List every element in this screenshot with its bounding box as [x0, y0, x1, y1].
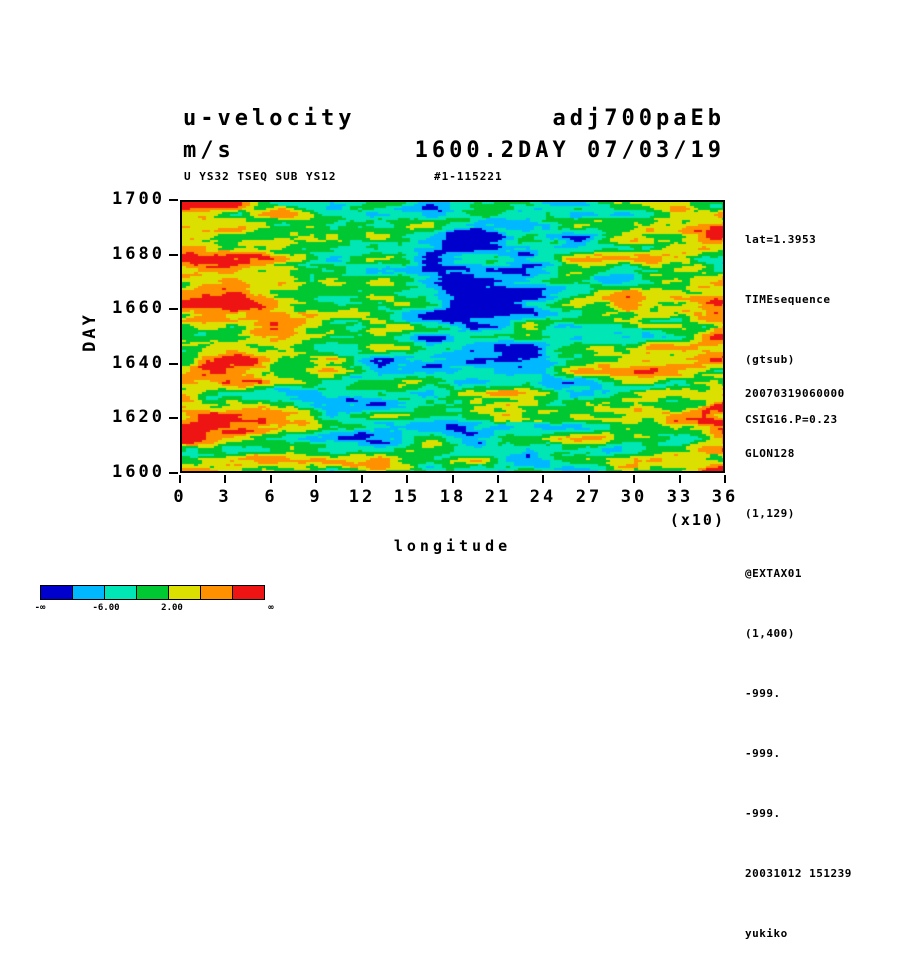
y-axis-tick-label: 1640	[112, 353, 165, 373]
y-tick-mark	[169, 472, 178, 474]
y-tick-mark	[169, 308, 178, 310]
x-tick-mark	[406, 475, 408, 483]
x-axis-tick-label: 0	[173, 487, 187, 507]
y-axis-title: DAY	[80, 312, 100, 352]
side-note-line: lat=1.3953	[745, 233, 817, 246]
heatmap-canvas	[182, 202, 723, 471]
x-tick-mark	[361, 475, 363, 483]
y-tick-mark	[169, 417, 178, 419]
x-axis-tick-label: 24	[529, 487, 557, 507]
x-tick-mark	[179, 475, 181, 483]
colorbar-segment	[232, 585, 265, 600]
x-tick-mark	[542, 475, 544, 483]
colorbar-label: 2.00	[161, 603, 183, 613]
x-axis-tick-label: 27	[575, 487, 603, 507]
colorbar	[40, 585, 265, 600]
plot-meta-left: U YS32 TSEQ SUB YS12	[184, 170, 337, 183]
side-note-line: (1,129)	[745, 507, 795, 520]
x-axis-tick-label: 3	[218, 487, 232, 507]
title-variable: u-velocity	[183, 106, 356, 131]
x-tick-mark	[633, 475, 635, 483]
x-axis-tick-label: 30	[620, 487, 648, 507]
side-notes-bottom: 20070319060000 GLON128 (1,129) @EXTAX01 …	[745, 344, 852, 964]
side-note-line: (gtsub)	[745, 353, 795, 366]
x-tick-mark	[315, 475, 317, 483]
x-axis-tick-label: 18	[439, 487, 467, 507]
y-axis-tick-label: 1700	[112, 189, 165, 209]
y-axis-tick-label: 1680	[112, 244, 165, 264]
x-axis-tick-label: 9	[309, 487, 323, 507]
side-note-line: CSIG16.P=0.23	[745, 413, 838, 426]
title-datetime: 1600.2DAY 07/03/19	[414, 138, 725, 163]
colorbar-segment	[72, 585, 105, 600]
side-note-line: 20070319060000	[745, 387, 845, 400]
colorbar-label: ∞	[268, 603, 274, 613]
y-axis-tick-label: 1620	[112, 407, 165, 427]
x-axis-tick-label: 12	[348, 487, 376, 507]
x-tick-mark	[270, 475, 272, 483]
title-units: m/s	[183, 138, 235, 163]
colorbar-label: -6.00	[92, 603, 120, 613]
x-tick-mark	[679, 475, 681, 483]
colorbar-segment	[168, 585, 201, 600]
figure-page: { "titles": { "left_line1": "u-velocity"…	[34, 106, 852, 940]
side-note-line: yukiko	[745, 927, 788, 940]
y-axis-tick-label: 1660	[112, 298, 165, 318]
side-notes-top: lat=1.3953 TIMEsequence (gtsub) CSIG16.P…	[745, 190, 838, 450]
side-note-line: -999.	[745, 807, 781, 820]
plot-frame	[180, 200, 725, 473]
x-tick-mark	[588, 475, 590, 483]
x-tick-mark	[224, 475, 226, 483]
colorbar-segment	[136, 585, 169, 600]
colorbar-label: -∞	[34, 603, 46, 613]
colorbar-segment	[104, 585, 137, 600]
x-axis-title: longitude	[393, 537, 512, 555]
x-tick-mark	[497, 475, 499, 483]
x-axis-unit: (x10)	[669, 511, 725, 529]
side-note-line: 20031012 151239	[745, 867, 852, 880]
y-tick-mark	[169, 254, 178, 256]
x-axis-tick-label: 6	[264, 487, 278, 507]
x-tick-mark	[452, 475, 454, 483]
x-axis-tick-label: 36	[711, 487, 739, 507]
title-experiment: adj700paEb	[552, 106, 725, 131]
side-note-line: -999.	[745, 747, 781, 760]
x-tick-mark	[724, 475, 726, 483]
side-note-line: GLON128	[745, 447, 795, 460]
side-note-line: TIMEsequence	[745, 293, 831, 306]
x-axis-tick-label: 33	[666, 487, 694, 507]
x-axis-tick-label: 15	[393, 487, 421, 507]
side-note-line: -999.	[745, 687, 781, 700]
plot-meta-right: #1-115221	[434, 170, 503, 183]
y-axis-tick-label: 1600	[112, 462, 165, 482]
colorbar-segment	[40, 585, 73, 600]
x-axis-tick-label: 21	[484, 487, 512, 507]
y-tick-mark	[169, 199, 178, 201]
colorbar-segment	[200, 585, 233, 600]
y-tick-mark	[169, 363, 178, 365]
side-note-line: @EXTAX01	[745, 567, 802, 580]
side-note-line: (1,400)	[745, 627, 795, 640]
